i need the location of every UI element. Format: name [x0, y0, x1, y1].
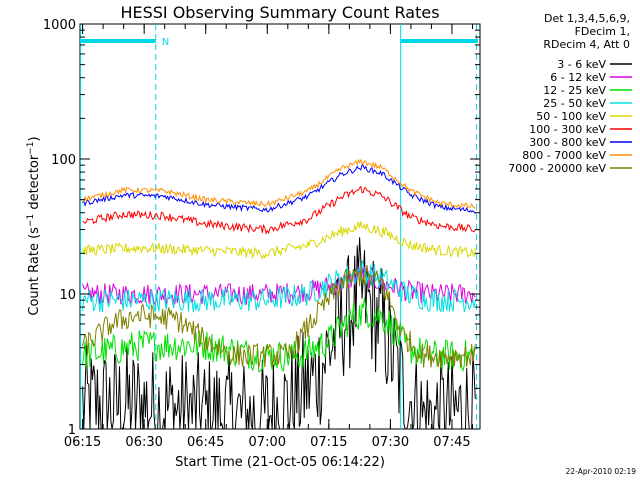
x-tick-label: 07:00 [249, 435, 286, 450]
legend-header-line: RDecim 4, Att 0 [543, 38, 630, 51]
series-line-4 [82, 221, 476, 260]
series-line-3 [82, 260, 476, 313]
legend: Det 1,3,4,5,6,9,FDecim 1,RDecim 4, Att 0… [508, 12, 632, 175]
y-tick-label: 100 [51, 153, 76, 168]
x-tick-label: 07:45 [433, 435, 470, 450]
chart-title: HESSI Observing Summary Count Rates [120, 3, 439, 22]
series-layer [82, 158, 476, 430]
night-marker-label: N [162, 37, 169, 48]
legend-entry-label: 50 - 100 keV [536, 110, 606, 123]
legend-entry-label: 12 - 25 keV [543, 84, 606, 97]
night-saa-markers: N [80, 24, 478, 429]
legend-entry-label: 300 - 800 keV [529, 136, 606, 149]
legend-header-line: FDecim 1, [575, 25, 630, 38]
legend-header-line: Det 1,3,4,5,6,9, [544, 12, 630, 25]
series-line-1 [82, 266, 476, 307]
x-axis-label: Start Time (21-Oct-05 06:14:22) [175, 455, 385, 470]
legend-entry-label: 6 - 12 keV [550, 71, 606, 84]
series-line-5 [82, 185, 476, 235]
legend-entry-label: 800 - 7000 keV [522, 149, 606, 162]
legend-entry-label: 25 - 50 keV [543, 97, 606, 110]
series-line-6 [82, 163, 476, 214]
series-line-7 [82, 158, 476, 209]
y-tick-label: 1 [68, 423, 76, 438]
x-tick-label: 06:30 [125, 435, 162, 450]
x-tick-label: 07:15 [310, 435, 347, 450]
x-tick-label: 06:15 [64, 435, 101, 450]
legend-entry-label: 100 - 300 keV [529, 123, 606, 136]
axes-layer: 1 10 100 1000 06:15 06:30 06:45 07:00 07:15 07:30… [43, 18, 480, 450]
legend-entry-label: 7000 - 20000 keV [508, 162, 606, 175]
x-tick-label: 07:30 [372, 435, 409, 450]
x-tick-label: 06:45 [187, 435, 224, 450]
y-axis-label: Count Rate (s−1 detector−1) [26, 136, 42, 315]
series-line-0 [82, 237, 476, 430]
series-line-8 [82, 265, 476, 368]
legend-entry-label: 3 - 6 keV [557, 58, 606, 71]
plot-timestamp: 22-Apr-2010 02:19 [566, 467, 637, 476]
y-tick-label: 1000 [43, 18, 76, 33]
y-tick-label: 10 [59, 288, 76, 303]
